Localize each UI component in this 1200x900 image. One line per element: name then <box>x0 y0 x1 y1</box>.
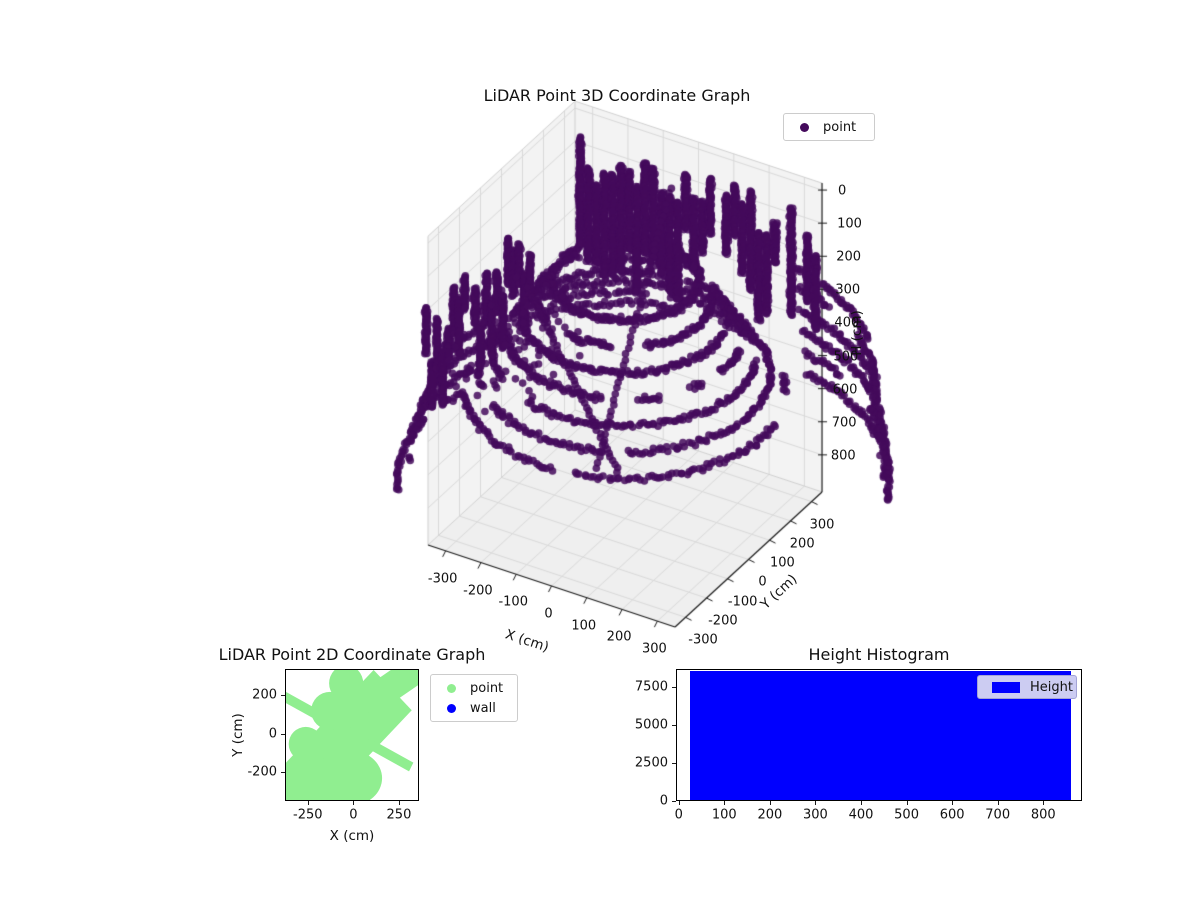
y-tick-label: 200 <box>252 687 277 703</box>
x-tick-label: 0 <box>349 807 358 823</box>
x-tick-label: 0 <box>544 606 553 622</box>
y-tick-mark <box>281 733 285 735</box>
x-tick-mark <box>353 801 355 805</box>
z-tick-label: 500 <box>833 349 859 365</box>
x-tick-label: 300 <box>641 641 667 657</box>
y-tick-mark <box>672 763 676 765</box>
x-tick-mark <box>861 801 862 805</box>
legend-item-point: point <box>784 117 874 137</box>
plot3d-title: LiDAR Point 3D Coordinate Graph <box>483 86 751 105</box>
x-tick-mark <box>952 801 954 805</box>
x-tick-label: 700 <box>985 807 1011 823</box>
x-tick-label: -100 <box>498 594 528 610</box>
x-tick-label: 200 <box>606 629 632 645</box>
point-cluster <box>359 710 391 742</box>
z-tick-label: 200 <box>836 249 862 265</box>
height-patch-icon <box>992 681 1020 693</box>
x-tick-label: -250 <box>293 807 323 823</box>
x-tick-label: 100 <box>571 618 597 634</box>
y-tick-mark <box>672 687 676 689</box>
histogram-title: Height Histogram <box>808 645 950 664</box>
x-tick-label: 400 <box>848 807 874 823</box>
z-tick-label: 700 <box>831 415 857 431</box>
x-tick-mark <box>906 801 908 805</box>
point-cluster <box>313 749 383 800</box>
y-tick-label: 0 <box>268 726 277 742</box>
x-tick-label: -200 <box>463 583 493 599</box>
z-tick-label: 600 <box>832 382 858 398</box>
legend-item-wall: wall <box>431 698 517 718</box>
plot2d-legend: point wall <box>430 674 518 722</box>
y-tick-label: -200 <box>708 613 738 629</box>
plot2d-axes <box>285 669 419 801</box>
histogram-axes: Height <box>676 669 1082 801</box>
y-tick-label: 300 <box>809 517 835 533</box>
x-tick-label: 200 <box>757 807 783 823</box>
legend-label: point <box>470 680 504 696</box>
x-tick-label: 0 <box>674 807 683 823</box>
legend-item-height: Height <box>978 678 1076 696</box>
y-tick-label: 5000 <box>634 717 668 733</box>
x-tick-mark <box>997 801 999 805</box>
point-marker-icon <box>800 122 809 132</box>
wall-marker-icon <box>447 703 456 713</box>
y-tick-mark <box>672 801 676 802</box>
legend-label: wall <box>470 700 496 716</box>
x-tick-mark <box>398 801 400 805</box>
x-tick-label: 250 <box>386 807 412 823</box>
x-tick-mark <box>769 801 771 805</box>
y-tick-label: -200 <box>247 764 277 780</box>
y-tick-mark <box>672 725 676 727</box>
z-tick-label: 0 <box>838 183 847 199</box>
plot2d-xlabel: X (cm) <box>329 828 375 844</box>
y-tick-mark <box>281 695 285 696</box>
z-tick-label: 100 <box>837 216 862 232</box>
x-tick-mark <box>724 801 726 805</box>
point-marker-icon <box>447 683 456 693</box>
y-tick-label: 0 <box>758 574 767 590</box>
x-tick-label: -300 <box>427 571 458 587</box>
x-tick-label: 600 <box>939 807 965 823</box>
y-tick-mark <box>281 772 285 774</box>
x-tick-label: 800 <box>1030 807 1056 823</box>
x-tick-label: 300 <box>803 807 828 823</box>
y-tick-label: -300 <box>688 632 718 648</box>
x-tick-mark <box>307 801 309 805</box>
x-tick-label: 100 <box>711 807 737 823</box>
plot2d-ylabel: Y (cm) <box>230 713 246 757</box>
point-cluster <box>345 670 418 725</box>
z-tick-label: 800 <box>830 448 856 464</box>
plot3d-legend: point <box>783 113 875 141</box>
x-tick-mark <box>678 801 680 805</box>
z-tick-label: 400 <box>834 315 860 331</box>
y-tick-label: 2500 <box>634 755 668 771</box>
legend-label: Height <box>1030 679 1073 695</box>
histogram-legend: Height <box>977 675 1077 699</box>
point-cluster <box>311 691 349 730</box>
x-tick-label: 500 <box>894 807 919 823</box>
legend-label: point <box>823 119 857 135</box>
z-tick-label: 300 <box>835 282 861 298</box>
y-tick-label: 200 <box>789 536 815 552</box>
y-tick-label: 100 <box>769 555 795 571</box>
plot2d-scatter <box>286 670 418 800</box>
plot2d-title: LiDAR Point 2D Coordinate Graph <box>218 645 486 664</box>
y-tick-label: 7500 <box>634 679 668 695</box>
y-tick-label: -100 <box>727 594 758 610</box>
y-tick-label: 0 <box>659 793 668 809</box>
x-tick-mark <box>1043 801 1045 805</box>
legend-item-point: point <box>431 678 517 698</box>
x-tick-mark <box>815 801 817 805</box>
point-cluster <box>288 726 323 762</box>
